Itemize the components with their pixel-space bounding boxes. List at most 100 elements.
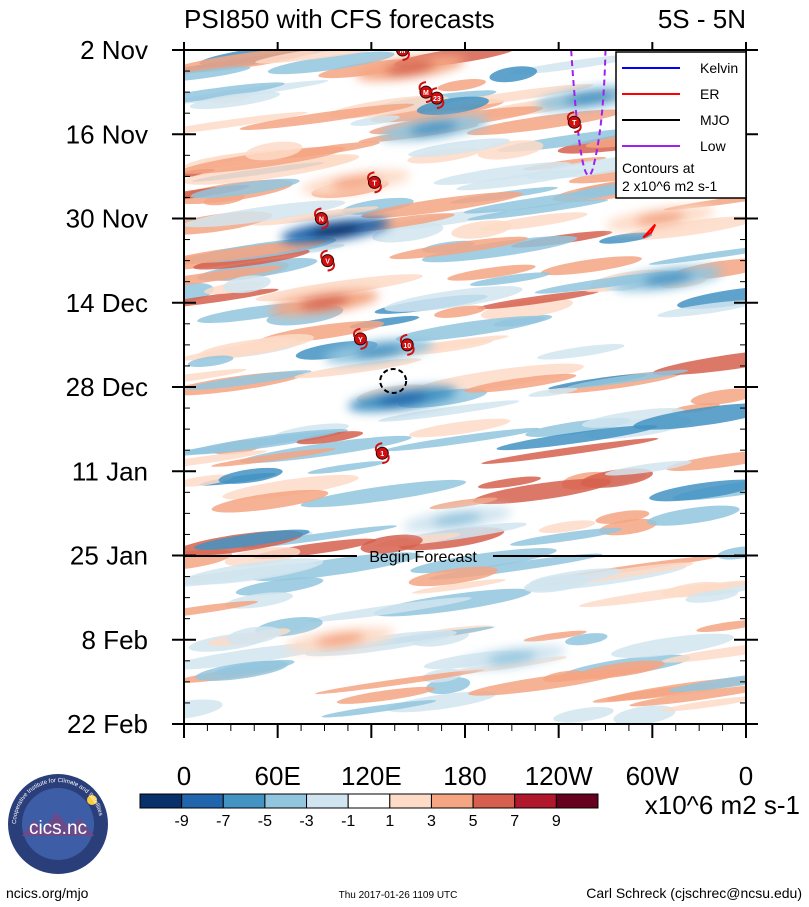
- anomaly-stripe: [184, 155, 353, 185]
- anomaly-stripe: [184, 600, 258, 620]
- anomaly-stripe: [496, 425, 658, 451]
- anomaly-stripe: [481, 438, 659, 464]
- anomaly-stripe: [685, 589, 739, 603]
- anomaly-stripe: [384, 286, 523, 312]
- anomaly-stripe: [307, 461, 387, 474]
- storm-icon: [321, 254, 335, 268]
- x-tick-label: 120E: [341, 761, 402, 791]
- anomaly-stripe: [646, 505, 740, 526]
- storm-label: M: [423, 90, 429, 97]
- storm-icon: [353, 332, 367, 346]
- y-tick-label: 28 Dec: [66, 372, 148, 402]
- anomaly-stripe: [184, 266, 283, 293]
- anomaly-stripe: [350, 115, 400, 126]
- anomaly-stripe: [240, 333, 314, 352]
- colorbar-swatch: [347, 793, 391, 809]
- anomaly-stripe: [184, 50, 315, 74]
- anomaly-stripe: [267, 51, 395, 75]
- anomaly-blob-core: [354, 344, 404, 358]
- anomaly-stripe: [239, 103, 414, 131]
- anomaly-stripe: [245, 141, 303, 161]
- anomaly-stripe: [437, 78, 486, 92]
- mjo-contour: [379, 367, 408, 394]
- logo-text: cics.nc: [29, 818, 87, 839]
- y-tick-label: 22 Feb: [67, 709, 148, 739]
- colorbar-label: -9: [175, 813, 189, 830]
- forecast-label: Begin Forecast: [369, 549, 477, 566]
- anomaly-stripe: [480, 298, 573, 320]
- anomaly-stripe: [668, 669, 746, 693]
- y-tick-label: 25 Jan: [70, 541, 148, 571]
- anomaly-stripe: [613, 705, 676, 724]
- colorbar-units: x10^6 m2 s-1: [645, 790, 800, 820]
- anomaly-stripe: [251, 552, 420, 582]
- logo-sun: [87, 795, 97, 805]
- storm-tail: [320, 249, 335, 272]
- anomaly-stripe: [649, 479, 746, 502]
- anomaly-stripe: [464, 373, 577, 393]
- anomaly-stripe: [576, 660, 665, 679]
- legend-label-low: Low: [700, 138, 727, 154]
- footer-center: Thu 2017-01-26 1109 UTC: [339, 890, 458, 901]
- anomaly-stripe: [222, 474, 359, 500]
- anomaly-stripe: [255, 50, 416, 64]
- anomaly-stripe: [456, 169, 586, 191]
- storm-marker: 23: [429, 87, 445, 110]
- anomaly-stripe: [321, 700, 437, 718]
- anomaly-stripe: [408, 566, 498, 587]
- colorbar-label: 9: [552, 813, 561, 830]
- anomaly-stripe: [433, 162, 572, 185]
- colorbar-label: -5: [258, 813, 272, 830]
- anomaly-stripe: [384, 427, 540, 452]
- storm-tail: [566, 111, 582, 134]
- anomaly-stripe: [633, 403, 746, 430]
- colorbar-swatch: [555, 793, 599, 809]
- storm-icon: [375, 446, 389, 460]
- anomaly-stripe: [595, 510, 650, 524]
- colorbar-label: 3: [427, 813, 436, 830]
- legend-label-mjo: MJO: [700, 112, 730, 128]
- anomaly-stripe: [528, 387, 578, 397]
- storm-tail: [399, 333, 415, 356]
- anomaly-stripe: [629, 684, 746, 707]
- chart-region: 5S - 5N: [658, 4, 746, 34]
- anomaly-stripe: [567, 369, 689, 389]
- anomaly-stripe: [648, 244, 746, 265]
- anomaly-stripe: [421, 235, 578, 263]
- anomaly-stripe: [523, 574, 590, 593]
- logo-mountains: [22, 812, 94, 836]
- anomaly-stripe: [472, 478, 612, 505]
- anomaly-blob-core: [310, 223, 361, 238]
- anomaly-stripe: [223, 275, 271, 294]
- anomaly-stripe: [410, 548, 557, 574]
- y-axis: 2 Nov 16 Nov 30 Nov 14 Dec 28 Dec 11 Jan 25 Ja…: [66, 35, 758, 739]
- colorbar-label: 1: [385, 813, 394, 830]
- storm-markers: M M 23 T T N V Y 10 1: [314, 48, 582, 465]
- colorbar-swatch: [222, 793, 266, 809]
- anomaly-stripe: [184, 82, 285, 106]
- legend-box: [615, 51, 747, 199]
- anomaly-stripe: [434, 305, 486, 318]
- anomaly-stripe: [190, 178, 300, 199]
- storm-label: T: [572, 120, 577, 127]
- storm-marker: T: [367, 171, 382, 194]
- colorbar-label: -3: [299, 813, 313, 830]
- y-tick-label: 14 Dec: [66, 288, 148, 318]
- anomaly-stripe: [412, 579, 506, 594]
- anomaly-stripe: [360, 534, 423, 554]
- storm-tail: [367, 171, 382, 194]
- storm-label: M: [400, 48, 406, 55]
- colorbar-swatch: [139, 793, 183, 809]
- anomaly-stripe: [387, 691, 496, 713]
- colorbar-swatch: [472, 793, 516, 809]
- anomaly-stripe: [184, 699, 223, 720]
- footer-left: ncics.org/mjo: [6, 885, 89, 901]
- anomaly-stripe: [184, 200, 346, 228]
- storm-label: N: [319, 217, 324, 224]
- anomaly-stripe: [451, 220, 512, 239]
- colorbar: -9 -7 -5 -3 -1 1 3 5 7 9: [139, 793, 599, 830]
- anomaly-stripe: [211, 448, 336, 467]
- anomaly-stripe: [553, 706, 614, 723]
- anomaly-stripe: [538, 520, 596, 533]
- anomaly-stripe: [661, 641, 746, 663]
